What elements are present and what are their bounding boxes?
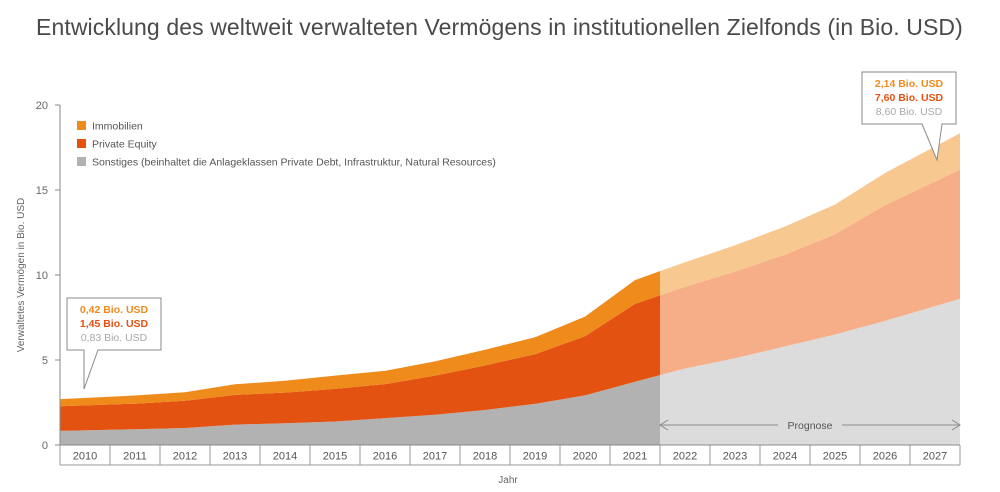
x-tick-label: 2022	[673, 451, 697, 463]
forecast-label: Prognose	[788, 420, 833, 432]
y-tick-label: 5	[42, 355, 48, 367]
callout-value: 2,14 Bio. USD	[875, 78, 944, 90]
callout-value: 8,60 Bio. USD	[876, 106, 943, 118]
x-tick-label: 2016	[373, 451, 397, 463]
legend: Immobilien Private Equity Sonstiges (beinh…	[77, 121, 496, 169]
y-axis-title: Verwaltetes Vermögen in Bio. USD	[16, 198, 27, 353]
callout-box	[66, 297, 162, 390]
legend-label-immobilien: Immobilien	[92, 121, 143, 133]
y-tick-label: 20	[36, 100, 48, 112]
forecast-arrow-right	[951, 419, 961, 431]
callout-value: 7,60 Bio. USD	[875, 92, 944, 104]
legend-label-private-equity: Private Equity	[92, 139, 158, 151]
x-tick-label: 2010	[73, 451, 97, 463]
legend-swatch-sonstiges	[77, 157, 86, 166]
x-tick-label: 2013	[223, 451, 247, 463]
callout-2010: 0,42 Bio. USD 1,45 Bio. USD 0,83 Bio. USD	[66, 297, 162, 390]
y-tick-label: 0	[42, 440, 48, 452]
x-tick-label: 2017	[423, 451, 447, 463]
x-tick-label: 2021	[623, 451, 647, 463]
x-tick-label: 2023	[723, 451, 747, 463]
x-tick-label: 2012	[173, 451, 197, 463]
x-tick-label: 2027	[923, 451, 947, 463]
x-axis-title: Jahr	[498, 475, 518, 486]
x-tick-label: 2015	[323, 451, 347, 463]
callout-value: 0,83 Bio. USD	[81, 332, 148, 344]
y-tick-label: 10	[36, 270, 48, 282]
forecast-arrow-left	[659, 419, 669, 431]
area-private-equity-forecast	[660, 169, 960, 376]
axes: 0 5 10 15 20 2010 2011 2012 2013 2014 2015 2016 2017…	[16, 100, 961, 486]
legend-swatch-immobilien	[77, 121, 86, 130]
area-immobilien	[60, 271, 660, 407]
x-tick-label: 2024	[773, 451, 797, 463]
area-immobilien-forecast	[660, 133, 960, 296]
callout-value: 0,42 Bio. USD	[80, 304, 149, 316]
x-tick-label: 2025	[823, 451, 847, 463]
legend-swatch-private-equity	[77, 139, 86, 148]
area-private-equity	[60, 295, 660, 431]
x-tick-label: 2011	[123, 451, 147, 463]
forecast-label-bg	[778, 417, 842, 433]
callout-value: 1,45 Bio. USD	[80, 318, 149, 330]
callout-box	[861, 71, 957, 162]
y-tick-label: 15	[36, 185, 48, 197]
x-tick-label: 2019	[523, 451, 547, 463]
x-tick-label: 2020	[573, 451, 597, 463]
callout-2027: 2,14 Bio. USD 7,60 Bio. USD 8,60 Bio. USD	[861, 71, 957, 162]
x-tick-label: 2018	[473, 451, 497, 463]
chart-title: Entwicklung des weltweit verwalteten Ver…	[36, 14, 963, 40]
x-tick-label: 2014	[273, 451, 297, 463]
x-tick-label: 2026	[873, 451, 897, 463]
legend-label-sonstiges: Sonstiges (beinhaltet die Anlageklassen …	[92, 157, 496, 169]
area-sonstiges	[60, 375, 660, 445]
plot-area	[60, 133, 960, 445]
forecast-indicator: Prognose	[659, 417, 961, 433]
area-sonstiges-forecast	[660, 298, 960, 445]
